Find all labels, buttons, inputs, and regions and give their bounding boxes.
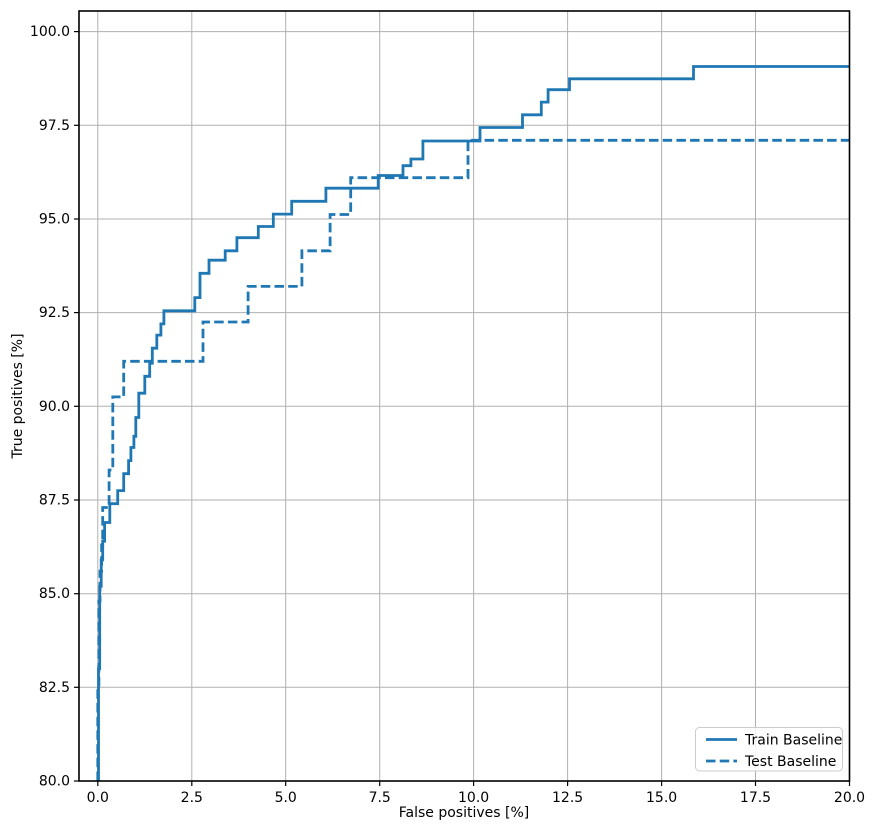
y-tick-label: 80.0	[39, 774, 70, 790]
y-tick-label: 90.0	[39, 399, 70, 415]
x-tick-label: 17.5	[740, 790, 771, 806]
x-tick-label: 15.0	[646, 790, 677, 806]
y-axis-label: True positives [%]	[10, 333, 26, 459]
y-tick-label: 87.5	[39, 493, 70, 509]
plot-border	[78, 10, 851, 782]
y-tick-label: 92.5	[39, 305, 70, 321]
x-tick-label: 7.5	[369, 790, 391, 806]
grid-layer	[79, 11, 850, 782]
x-tick-label: 10.0	[458, 790, 489, 806]
x-axis-label: False positives [%]	[399, 805, 529, 821]
y-tick-label: 100.0	[30, 24, 70, 40]
x-tick-label: 20.0	[834, 790, 865, 806]
legend-train-label: Train Baseline	[744, 733, 842, 749]
train-baseline-curve	[97, 65, 850, 781]
x-tick-label: 12.5	[552, 790, 583, 806]
x-tick-label: 0.0	[87, 790, 109, 806]
y-tick-label: 97.5	[39, 118, 70, 134]
y-tick-label: 85.0	[39, 586, 70, 602]
tick-layer: 0.0 2.5 5.0 7.5 10.0 12.5 15.0 17.5 20.0 80.0 82.5…	[30, 24, 865, 806]
x-tick-label: 5.0	[275, 790, 297, 806]
y-tick-label: 95.0	[39, 212, 70, 228]
x-tick-label: 2.5	[181, 790, 203, 806]
series-layer	[96, 65, 850, 781]
legend-test-label: Test Baseline	[744, 754, 836, 770]
legend: Train Baseline Test Baseline	[695, 727, 843, 772]
y-tick-label: 82.5	[39, 680, 70, 696]
